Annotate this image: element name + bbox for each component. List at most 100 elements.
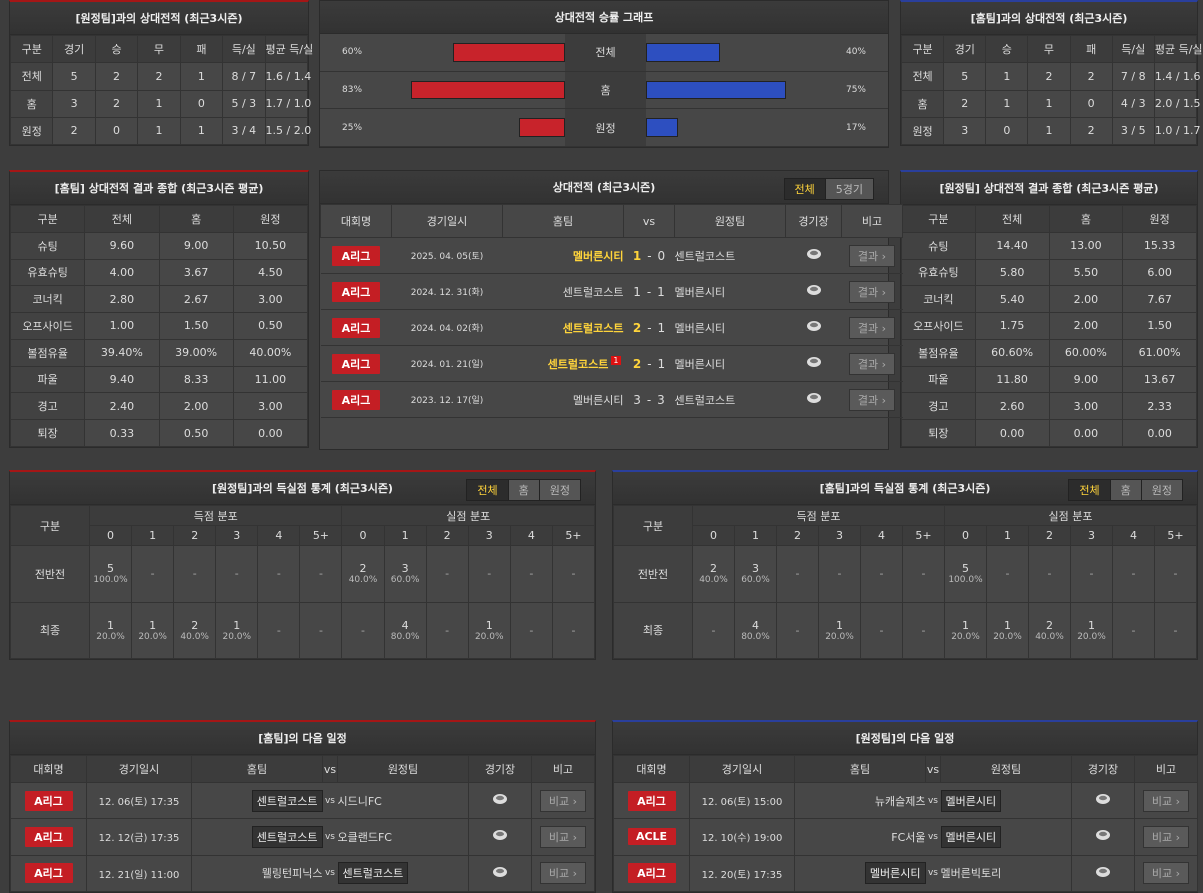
match-row: A리그 12. 12(금) 17:35 센트럴코스트 vs 오클랜드FC 비교 <box>10 818 595 856</box>
header-cell: 대회명 <box>320 204 392 238</box>
header-cell: vs <box>925 755 941 783</box>
row-label: 전체 <box>900 62 945 91</box>
count: 2 <box>1046 618 1053 632</box>
cell: 5 100.0% <box>944 545 987 603</box>
row: 퇴장 0.33 0.50 0.00 <box>9 419 309 447</box>
cell: 14.40 <box>974 231 1050 260</box>
home-cell: 웰링턴피닉스 <box>191 854 323 893</box>
right-label: 17% <box>845 122 866 133</box>
header-cell: 원정 <box>1122 205 1197 233</box>
league-cell: A리그 <box>10 818 87 856</box>
header-cell: 승 <box>985 34 1029 64</box>
stadium <box>468 818 532 856</box>
cell: 1 20.0% <box>818 601 861 659</box>
tab[interactable]: 전체 <box>1069 480 1110 500</box>
compare-button[interactable]: 비교 <box>539 789 587 812</box>
red-card: 1 <box>611 355 621 365</box>
header-cell: 비고 <box>841 204 903 238</box>
away-cell: 센트럴코스트 <box>337 854 469 893</box>
row: 코너킥 5.40 2.00 7.67 <box>901 285 1197 314</box>
button-cell: 비교 <box>531 854 595 893</box>
cell: - <box>1070 545 1113 603</box>
goal-table: 구분 득점 분포 실점 분포 0 1 2 3 4 5+ 0 1 2 3 4 5+ 전반전 2 40.0% 3 60.0… <box>613 505 1197 659</box>
cell: - <box>818 545 861 603</box>
row-label: 홈 <box>900 89 945 118</box>
score-sep: - <box>647 356 652 371</box>
title-text: [홈팀] 상대전적 결과 종합 (최근3시즌 평균) <box>54 182 264 195</box>
cell: 3.00 <box>1048 392 1124 421</box>
header-row: 구분 경기 승 무 패 득/실 평균 득/실 <box>900 34 1203 64</box>
percent: 80.0% <box>390 631 420 642</box>
header-row: 구분 경기 승 무 패 득/실 평균 득/실 <box>9 34 313 64</box>
stats-table: 구분 전체 홈 원정 슈팅 9.60 9.00 10.50 유효슈팅 4.00 3.67 4.50 코너… <box>9 205 309 447</box>
row-label: 최종 <box>10 601 90 659</box>
button-cell: 결과 <box>841 345 903 382</box>
count: 2 <box>710 562 717 576</box>
panel-title: [홈팀]과의 상대전적 (최근3시즌) <box>901 2 1197 35</box>
bin-label: 3 <box>818 525 861 546</box>
compare-button[interactable]: 비교 <box>1142 825 1190 848</box>
compare-button[interactable]: 비교 <box>1142 862 1190 885</box>
home-cell: 멜버른시티 <box>502 237 624 274</box>
compare-button[interactable]: 비교 <box>539 862 587 885</box>
result-button[interactable]: 결과 <box>848 388 896 411</box>
cell: - <box>131 545 175 603</box>
cell: 9.60 <box>84 231 160 260</box>
cell: 0 <box>1069 89 1113 118</box>
tab[interactable]: 원정 <box>538 480 580 500</box>
row: 원정 2 0 1 1 3 / 4 1.5 / 2.0 <box>9 116 311 146</box>
home-cell: 센트럴코스트 1 <box>502 345 624 382</box>
tab[interactable]: 원정 <box>1140 480 1182 500</box>
group-header: 득점 분포 <box>88 505 343 526</box>
cell: 4 / 3 <box>1111 89 1155 118</box>
tab[interactable]: 전체 <box>467 480 508 500</box>
league-cell: ACLE <box>613 818 690 856</box>
header-cell: 경기 <box>52 34 96 64</box>
result-button[interactable]: 결과 <box>848 280 896 303</box>
result-button[interactable]: 결과 <box>848 352 896 375</box>
bin-row: 0 1 2 3 4 5+ 0 1 2 3 4 5+ <box>11 525 596 546</box>
panel-title: [원정팀] 상대전적 결과 종합 (최근3시즌 평균) <box>901 172 1197 205</box>
left-label: 25% <box>342 122 363 133</box>
tab[interactable]: 전체 <box>784 179 825 199</box>
row-label: 원정 <box>900 116 945 146</box>
result-button[interactable]: 결과 <box>848 244 896 267</box>
percent: 60.0% <box>741 575 770 586</box>
goal-table: 구분 득점 분포 실점 분포 0 1 2 3 4 5+ 0 1 2 3 4 5+ 전반전 5 100.0% - - - -… <box>10 505 596 659</box>
bin-label: 0 <box>944 525 987 546</box>
bin-label: 5+ <box>1154 525 1197 546</box>
count: 3 <box>401 562 409 576</box>
score: 1-1 <box>623 273 675 310</box>
league-badge: A리그 <box>332 281 380 302</box>
compare-button[interactable]: 비교 <box>1142 789 1190 812</box>
away-goals: 1 <box>657 284 665 299</box>
cell: - <box>299 601 343 659</box>
stadium <box>785 381 842 418</box>
percent: 20.0% <box>993 631 1022 642</box>
cell: 2 40.0% <box>173 601 217 659</box>
row: 원정 3 0 1 2 3 / 5 1.0 / 1.7 <box>900 116 1201 146</box>
cell: 1 20.0% <box>88 601 133 659</box>
left-bar <box>410 80 565 100</box>
cell: 9.00 <box>1048 365 1124 394</box>
result-button[interactable]: 결과 <box>848 316 896 339</box>
bin-label: 3 <box>467 525 511 546</box>
header-row: 구분 득점 분포 실점 분포 <box>10 505 595 546</box>
header-cell: 패 <box>179 34 224 64</box>
cell: 2 <box>52 116 96 146</box>
row-label: 슈팅 <box>901 231 976 260</box>
button-cell: 비교 <box>1134 781 1198 820</box>
tab[interactable]: 5경기 <box>824 179 873 199</box>
tab[interactable]: 홈 <box>507 480 539 500</box>
cell: 1 <box>1027 89 1071 118</box>
cell: 2.00 <box>1048 312 1124 340</box>
away-team: 센트럴코스트 <box>337 862 409 885</box>
header-cell: 구분 <box>900 34 945 64</box>
cell: 1.0 / 1.7 <box>1153 116 1201 146</box>
tab[interactable]: 홈 <box>1109 480 1141 500</box>
vs: vs <box>925 781 941 820</box>
header-cell: 비고 <box>531 755 595 783</box>
compare-button[interactable]: 비교 <box>539 825 587 848</box>
left-bar <box>453 43 565 62</box>
